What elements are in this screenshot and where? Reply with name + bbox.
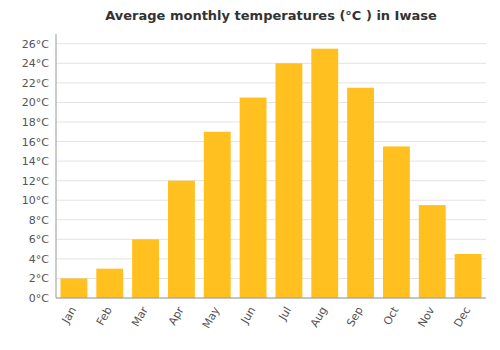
y-tick-label: 18°C xyxy=(22,116,49,129)
grid-line xyxy=(56,141,486,142)
grid-line xyxy=(56,180,486,181)
chart-svg: Average monthly temperatures (°C ) in Iw… xyxy=(0,0,500,350)
y-tick-label: 0°C xyxy=(29,292,49,305)
y-tick-label: 8°C xyxy=(29,214,49,227)
y-tick-label: 22°C xyxy=(22,77,49,90)
chart-title: Average monthly temperatures (°C ) in Iw… xyxy=(105,8,437,23)
x-tick-label: Aug xyxy=(308,305,330,330)
grid xyxy=(56,44,486,298)
x-tick-label: Feb xyxy=(94,304,115,327)
x-tick-label: Jul xyxy=(276,305,294,324)
y-tick-label: 16°C xyxy=(22,136,49,149)
grid-line xyxy=(56,298,486,299)
bar xyxy=(455,254,482,298)
y-axis-ticks: 0°C 2°C 4°C 6°C 8°C 10°C 12°C 14°C 16°C 18°C 20°C 2… xyxy=(22,38,49,305)
y-tick-label: 2°C xyxy=(29,272,49,285)
x-axis-line xyxy=(56,298,486,299)
x-axis-ticks: Jan Feb Mar Apr May Jun Jul Aug Sep Oct Nov Dec xyxy=(59,304,473,331)
y-tick-label: 4°C xyxy=(29,253,49,266)
x-tick-label: Mar xyxy=(129,304,151,329)
y-tick-label: 14°C xyxy=(22,155,49,168)
y-tick-label: 20°C xyxy=(22,96,49,109)
y-tick-label: 12°C xyxy=(22,175,49,188)
bar xyxy=(168,181,195,298)
x-tick-label: Nov xyxy=(415,304,437,330)
bar xyxy=(383,146,410,298)
grid-line xyxy=(56,82,486,83)
grid-line xyxy=(56,43,486,44)
grid-line xyxy=(56,63,486,64)
x-tick-label: Oct xyxy=(381,304,402,328)
x-tick-label: May xyxy=(200,304,223,331)
x-tick-label: Sep xyxy=(344,304,366,328)
chart-container: Average monthly temperatures (°C ) in Iw… xyxy=(0,0,500,350)
y-axis-line xyxy=(56,34,57,298)
bar xyxy=(96,269,123,298)
grid-line xyxy=(56,200,486,201)
y-tick-label: 24°C xyxy=(22,57,49,70)
bar xyxy=(60,278,87,298)
bar xyxy=(275,63,302,298)
bar xyxy=(240,98,267,298)
bar xyxy=(311,49,338,298)
bars xyxy=(60,49,481,298)
x-tick-label: Jun xyxy=(238,304,258,326)
grid-line xyxy=(56,102,486,103)
bar xyxy=(347,88,374,298)
grid-line xyxy=(56,161,486,162)
bar xyxy=(419,205,446,298)
x-tick-label: Jan xyxy=(59,304,79,326)
bar xyxy=(204,132,231,298)
bar xyxy=(132,239,159,298)
grid-line xyxy=(56,122,486,123)
x-tick-label: Dec xyxy=(451,305,473,330)
y-tick-label: 6°C xyxy=(29,233,49,246)
x-tick-label: Apr xyxy=(166,304,187,327)
y-tick-label: 26°C xyxy=(22,38,49,51)
y-tick-label: 10°C xyxy=(22,194,49,207)
